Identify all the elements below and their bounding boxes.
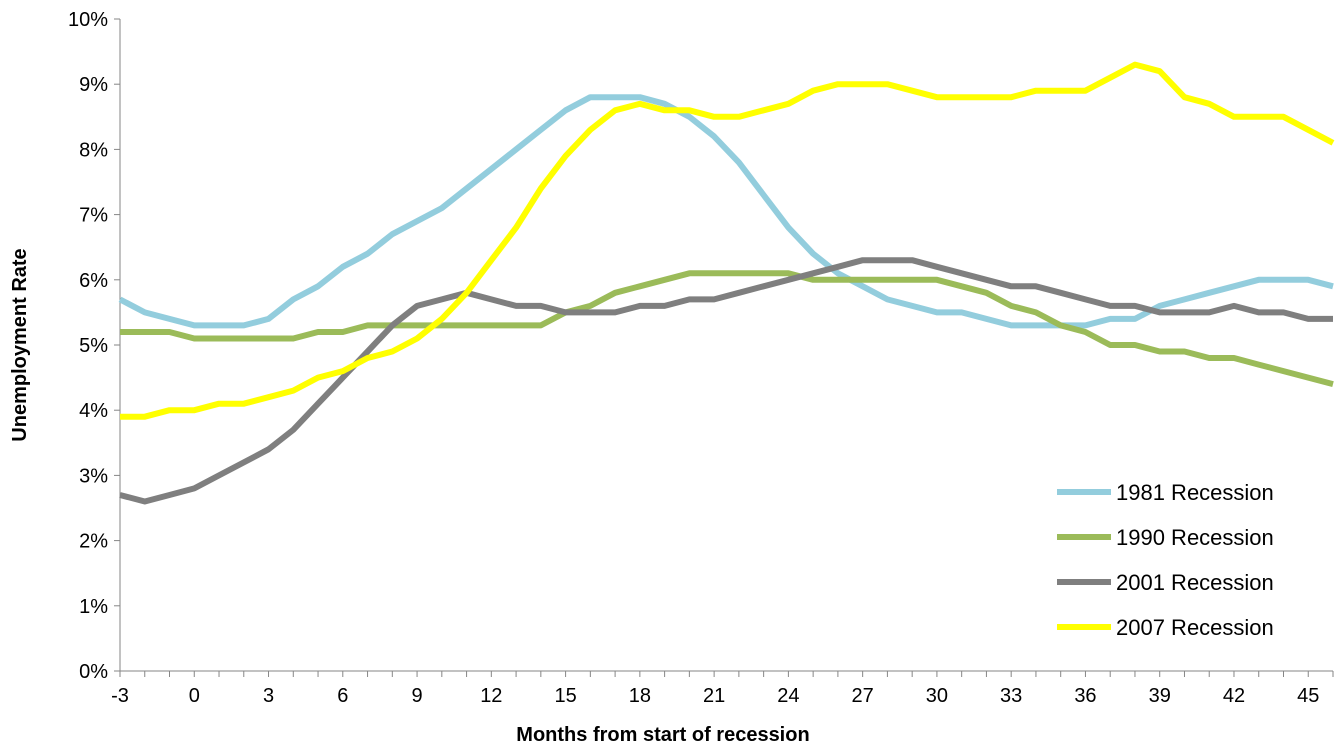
x-tick-label: 15 xyxy=(554,685,576,707)
x-tick-label: 21 xyxy=(703,685,725,707)
axes: 0%1%2%3%4%5%6%7%8%9%10%-3 0 3 6 9 12 15 18 21 24 2… xyxy=(68,9,1334,707)
x-tick-label: 0 xyxy=(189,685,200,707)
series-lines xyxy=(118,61,1335,505)
y-tick-label: 1% xyxy=(79,596,108,618)
y-tick-label: 6% xyxy=(79,270,108,292)
legend-label-1981-recession: 1981 Recession xyxy=(1116,480,1274,505)
y-axis-title: Unemployment Rate xyxy=(9,248,31,441)
legend-label-2007-recession: 2007 Recession xyxy=(1116,615,1274,640)
y-tick-label: 10% xyxy=(68,9,108,31)
series-line-1981-recession xyxy=(118,94,1334,329)
legend-label-1990-recession: 1990 Recession xyxy=(1116,525,1274,550)
x-tick-label: 3 xyxy=(263,685,274,707)
series-line-2007-recession xyxy=(120,61,1335,420)
series-line-2001-recession xyxy=(119,257,1333,505)
series-line-1990-recession xyxy=(120,270,1334,388)
x-tick-label: 18 xyxy=(629,685,651,707)
y-tick-label: 3% xyxy=(79,465,108,487)
x-tick-label: 9 xyxy=(411,685,422,707)
x-tick-label: 12 xyxy=(480,685,502,707)
y-tick-label: 8% xyxy=(79,139,108,161)
y-tick-label: 4% xyxy=(79,400,108,422)
x-axis-title: Months from start of recession xyxy=(516,724,809,746)
y-tick-label: 9% xyxy=(79,74,108,96)
x-tick-label: 27 xyxy=(852,685,874,707)
x-tick-label: 45 xyxy=(1297,685,1319,707)
legend: 1981 Recession 1990 Recession 2001 Recessi… xyxy=(1057,480,1274,640)
x-tick-label: 42 xyxy=(1223,685,1245,707)
y-tick-label: 2% xyxy=(79,531,108,553)
x-tick-label: 24 xyxy=(777,685,799,707)
x-tick-label: 6 xyxy=(337,685,348,707)
x-tick-label: 36 xyxy=(1074,685,1096,707)
x-tick-label: 39 xyxy=(1149,685,1171,707)
y-tick-label: 5% xyxy=(79,335,108,357)
y-tick-label: 7% xyxy=(79,205,108,227)
x-tick-label: -3 xyxy=(111,685,129,707)
x-tick-label: 33 xyxy=(1000,685,1022,707)
legend-label-2001-recession: 2001 Recession xyxy=(1116,570,1274,595)
y-tick-label: 0% xyxy=(79,661,108,683)
x-tick-label: 30 xyxy=(926,685,948,707)
